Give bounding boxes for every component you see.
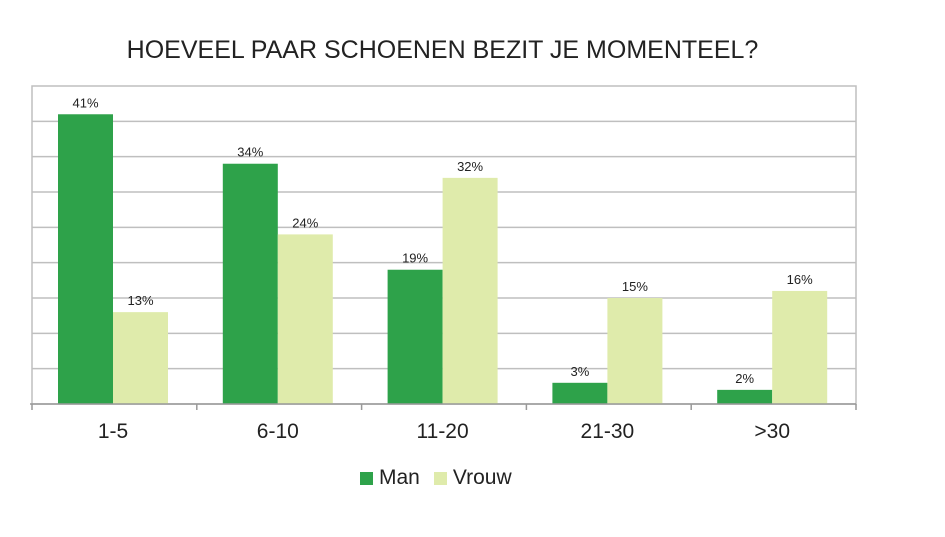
data-label: 3% <box>571 364 590 379</box>
legend-swatch-man <box>360 471 373 485</box>
bar-vrouw-0 <box>113 312 168 404</box>
bar-man-0 <box>58 114 113 405</box>
bar-man-2 <box>387 269 443 404</box>
bar-vrouw-3 <box>607 298 663 404</box>
x-tick-label: >30 <box>754 420 790 443</box>
legend-label-vrouw: Vrouw <box>452 466 512 489</box>
legend: Man Vrouw <box>360 466 526 490</box>
bar-man-3 <box>552 382 608 404</box>
data-label: 19% <box>402 251 428 266</box>
bar-vrouw-1 <box>277 234 333 404</box>
chart-title: HOEVEEL PAAR SCHOENEN BEZIT JE MOMENTEEL… <box>126 36 759 64</box>
legend-item-vrouw: Vrouw <box>433 466 512 490</box>
legend-label-man: Man <box>379 466 420 489</box>
data-label: 16% <box>787 272 813 287</box>
data-label: 24% <box>292 215 318 230</box>
bar-man-4 <box>717 389 773 404</box>
data-label: 32% <box>457 159 483 174</box>
bars <box>58 114 828 405</box>
data-label: 41% <box>72 95 98 110</box>
data-label: 2% <box>735 371 754 386</box>
x-tick-label: 1-5 <box>98 420 128 443</box>
bar-vrouw-4 <box>772 290 828 404</box>
data-label: 34% <box>237 145 263 160</box>
x-tick-label: 21-30 <box>581 420 635 443</box>
bar-vrouw-2 <box>442 177 498 404</box>
x-tick-label: 11-20 <box>417 420 469 443</box>
bar-man-1 <box>222 163 278 404</box>
legend-item-man: Man <box>360 466 420 490</box>
legend-swatch-vrouw <box>433 471 447 485</box>
data-label: 13% <box>127 293 153 308</box>
x-axis: 1-5 6-10 11-20 21-30 >30 <box>30 403 857 443</box>
data-labels: 41% 34% 19% 3% 2% 13% 24% 32% 15% 16% <box>72 95 813 386</box>
data-label: 15% <box>622 279 648 294</box>
x-tick-label: 6-10 <box>257 420 299 443</box>
